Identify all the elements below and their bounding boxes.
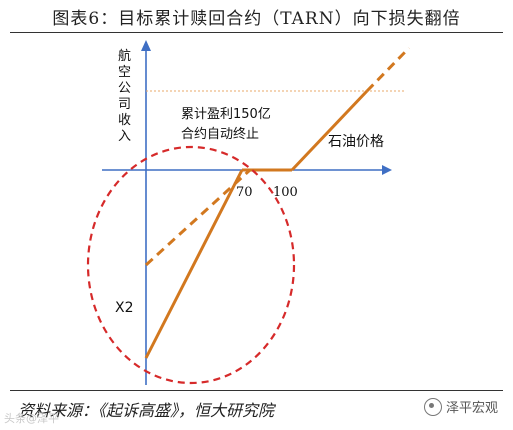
footer-divider (10, 390, 503, 391)
annotation-line-1: 累计盈利150亿 (181, 107, 271, 122)
y-axis-label-2: 空 (118, 65, 131, 80)
tick-100: 100 (273, 185, 298, 200)
annotation-line-2: 合约自动终止 (181, 126, 259, 142)
y-axis-label-6: 入 (118, 129, 131, 144)
tick-70: 70 (236, 185, 253, 200)
x-axis-label: 石油价格 (328, 134, 384, 150)
y-axis-label-5: 收 (118, 113, 131, 128)
rising-leg (290, 89, 369, 172)
loss-highlight-circle (86, 145, 296, 385)
watermark-right: 泽平宏观 (424, 397, 498, 416)
title-divider (10, 32, 503, 33)
watermark-right-label: 泽平宏观 (446, 401, 499, 416)
y-axis-arrow (141, 40, 151, 51)
unlevered-payoff-dashed (144, 168, 252, 267)
rising-leg-extension (365, 46, 411, 93)
y-axis-label-1: 航 (118, 48, 131, 64)
y-axis-label-3: 公 (118, 81, 131, 96)
source-note: 资料来源：《起诉高盛》，恒大研究院 (18, 401, 275, 420)
chart-title: 图表6：目标累计赎回合约（TARN）向下损失翻倍 (52, 9, 461, 29)
y-axis-label-4: 司 (118, 97, 131, 112)
wechat-icon (424, 397, 442, 416)
x-axis-arrow (382, 165, 392, 175)
watermark-left: 头条@泽平 (4, 412, 59, 425)
doubled-loss-leg (144, 169, 244, 359)
label-x2: X2 (115, 300, 134, 316)
